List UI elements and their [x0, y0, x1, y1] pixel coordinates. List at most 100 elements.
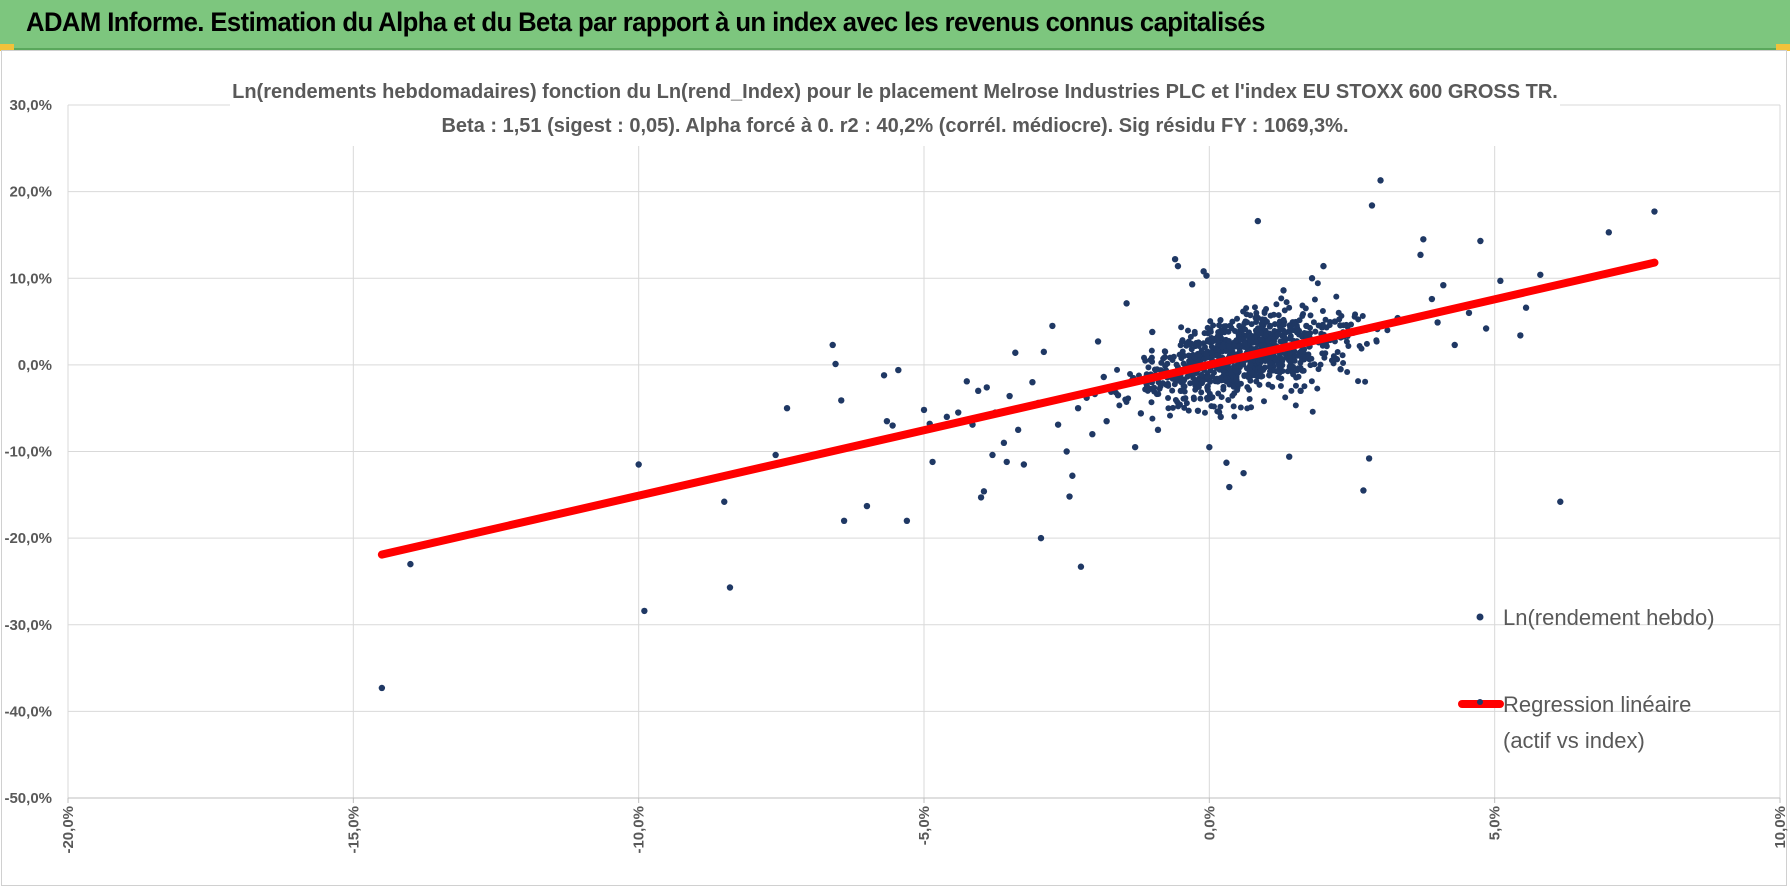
data-point — [1277, 325, 1284, 332]
data-point — [1319, 307, 1326, 314]
corner-marker-left — [0, 44, 14, 51]
data-point — [1301, 383, 1308, 390]
data-point — [1434, 319, 1441, 326]
data-point — [1169, 387, 1176, 394]
data-point — [1237, 326, 1244, 333]
data-point — [1198, 389, 1205, 396]
data-point — [1477, 237, 1484, 245]
data-point — [1149, 415, 1156, 422]
data-point — [1417, 251, 1424, 259]
data-point — [1420, 236, 1427, 243]
data-point — [1295, 328, 1302, 335]
data-point — [955, 409, 962, 416]
data-point — [1241, 340, 1248, 347]
data-point — [889, 422, 896, 429]
data-point — [1156, 385, 1163, 392]
data-point — [1149, 328, 1156, 336]
data-point — [1222, 376, 1229, 383]
data-point — [1164, 360, 1171, 367]
legend: Ln(rendement hebdo) Regression linéaire … — [1458, 605, 1715, 753]
data-point — [1151, 384, 1158, 391]
data-point — [1283, 299, 1290, 306]
data-point — [1229, 318, 1236, 325]
x-tick-label: -15,0% — [345, 806, 362, 854]
data-point — [1319, 321, 1326, 328]
data-point — [1235, 343, 1242, 350]
legend-scatter-label: Ln(rendement hebdo) — [1503, 605, 1715, 630]
data-point — [1037, 534, 1045, 542]
data-point — [1245, 374, 1252, 381]
data-point — [1246, 396, 1253, 403]
report-title: ADAM Informe. Estimation du Alpha et du … — [26, 7, 1265, 37]
data-point — [1339, 352, 1346, 359]
data-point — [1201, 330, 1208, 337]
data-point — [1012, 349, 1019, 356]
data-point — [1217, 375, 1224, 382]
data-point — [1040, 348, 1048, 356]
chart-frame — [1, 50, 1787, 886]
data-point — [1230, 403, 1237, 410]
data-point — [1286, 304, 1293, 311]
data-point — [1148, 347, 1155, 354]
data-point — [783, 404, 791, 412]
data-point — [1278, 295, 1285, 302]
y-tick-label: 20,0% — [9, 184, 52, 201]
data-point — [1284, 368, 1291, 375]
data-point — [1233, 375, 1240, 382]
data-point — [1208, 335, 1215, 342]
data-point — [1271, 321, 1278, 328]
data-point — [1440, 281, 1447, 289]
x-tick-label: 10,0% — [1772, 806, 1789, 849]
data-point — [1222, 348, 1229, 355]
data-point — [1235, 331, 1242, 338]
data-point — [1272, 356, 1279, 363]
data-point — [1187, 380, 1194, 387]
data-point — [641, 607, 648, 615]
data-point — [1299, 313, 1306, 320]
data-point — [1196, 340, 1203, 347]
data-point — [1206, 443, 1213, 451]
data-point — [1228, 325, 1235, 332]
y-tick-label: -30,0% — [4, 617, 52, 634]
data-point — [977, 494, 985, 501]
data-point — [1191, 328, 1198, 335]
data-point — [1167, 412, 1174, 419]
data-point — [1297, 359, 1304, 366]
data-point — [1123, 300, 1130, 307]
data-point — [1276, 369, 1283, 376]
data-point — [1183, 400, 1190, 407]
data-point — [1244, 319, 1251, 326]
data-point — [1311, 296, 1318, 303]
data-point — [1141, 354, 1148, 361]
data-point — [1237, 404, 1244, 411]
data-point — [1302, 305, 1309, 312]
data-point — [1253, 313, 1260, 320]
data-point — [726, 584, 734, 591]
data-point — [1147, 356, 1154, 363]
data-point — [1537, 271, 1544, 278]
x-tick-label: -5,0% — [916, 806, 933, 845]
data-point — [1154, 426, 1162, 434]
data-point — [772, 451, 779, 459]
data-point — [1254, 217, 1262, 225]
data-point — [1305, 351, 1312, 358]
data-point — [1184, 327, 1191, 334]
data-point — [1220, 383, 1227, 390]
data-point — [1308, 275, 1316, 282]
data-point — [1213, 346, 1220, 353]
data-point — [1377, 177, 1384, 184]
data-point — [1301, 346, 1308, 353]
data-point — [1029, 379, 1036, 386]
data-point — [1344, 369, 1351, 376]
data-point — [1063, 448, 1070, 455]
data-point — [832, 360, 839, 368]
data-point — [1103, 417, 1110, 425]
data-point — [1256, 381, 1263, 388]
data-point — [1368, 202, 1376, 209]
data-point — [1204, 387, 1211, 394]
data-point — [1243, 365, 1250, 372]
legend-line-label-1: Regression linéaire — [1503, 692, 1691, 717]
data-point — [1185, 407, 1192, 414]
data-point — [1165, 395, 1172, 402]
